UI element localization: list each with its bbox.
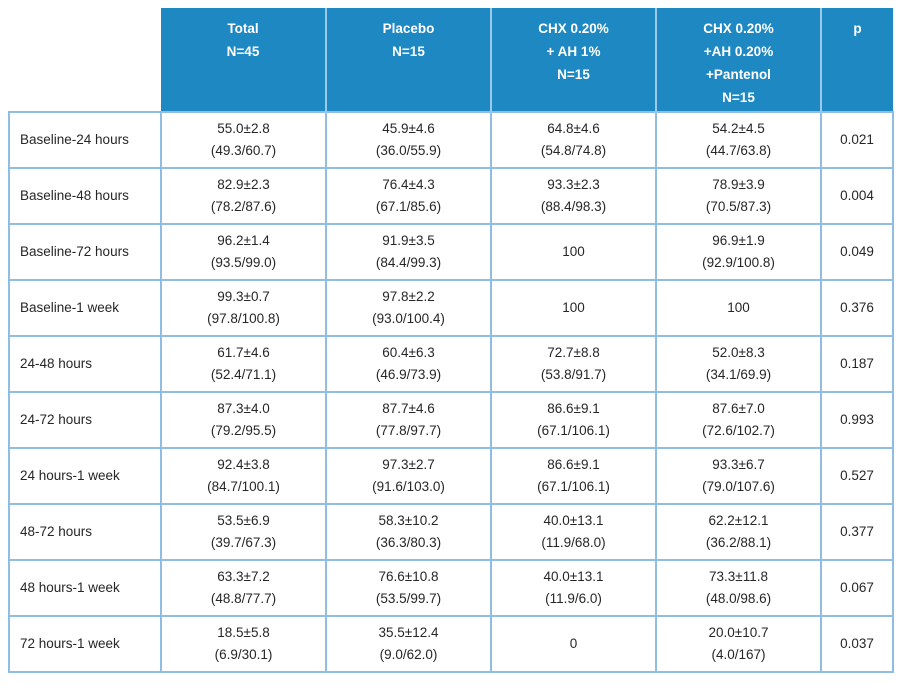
cell-chx-ah020-pantenol: 62.2±12.1 (36.2/88.1)	[655, 502, 822, 561]
row-label: Baseline-72 hours	[8, 222, 162, 281]
cell-p-value: 0.527	[820, 446, 894, 505]
table-header: Total N=45 Placebo N=15 CHX 0.20% + AH 1…	[9, 8, 893, 112]
cell-placebo: 35.5±12.4 (9.0/62.0)	[325, 614, 492, 673]
cell-chx-ah1: 86.6±9.1 (67.1/106.1)	[490, 446, 657, 505]
cell-total: 99.3±0.7 (97.8/100.8)	[160, 278, 327, 337]
header-row: Total N=45 Placebo N=15 CHX 0.20% + AH 1…	[9, 8, 893, 112]
cell-total: 96.2±1.4 (93.5/99.0)	[160, 222, 327, 281]
table-row: 24-48 hours 61.7±4.6 (52.4/71.1) 60.4±6.…	[8, 334, 894, 393]
column-header-blank	[9, 8, 161, 112]
cell-p-value: 0.187	[820, 334, 894, 393]
cell-chx-ah1: 0	[490, 614, 657, 673]
cell-chx-ah1: 100	[490, 222, 657, 281]
row-label: 24-48 hours	[8, 334, 162, 393]
table-row: 24 hours-1 week 92.4±3.8 (84.7/100.1) 97…	[8, 446, 894, 505]
cell-p-value: 0.037	[820, 614, 894, 673]
cell-chx-ah020-pantenol: 96.9±1.9 (92.9/100.8)	[655, 222, 822, 281]
cell-chx-ah1: 40.0±13.1 (11.9/68.0)	[490, 502, 657, 561]
column-header-placebo: Placebo N=15	[325, 8, 491, 112]
cell-chx-ah020-pantenol: 52.0±8.3 (34.1/69.9)	[655, 334, 822, 393]
cell-chx-ah020-pantenol: 100	[655, 278, 822, 337]
cell-placebo: 58.3±10.2 (36.3/80.3)	[325, 502, 492, 561]
cell-p-value: 0.993	[820, 390, 894, 449]
cell-chx-ah020-pantenol: 54.2±4.5 (44.7/63.8)	[655, 110, 822, 169]
cell-chx-ah020-pantenol: 73.3±11.8 (48.0/98.6)	[655, 558, 822, 617]
cell-placebo: 87.7±4.6 (77.8/97.7)	[325, 390, 492, 449]
cell-p-value: 0.377	[820, 502, 894, 561]
cell-placebo: 97.8±2.2 (93.0/100.4)	[325, 278, 492, 337]
results-table: Total N=45 Placebo N=15 CHX 0.20% + AH 1…	[8, 8, 894, 673]
cell-total: 61.7±4.6 (52.4/71.1)	[160, 334, 327, 393]
table-row: 48-72 hours 53.5±6.9 (39.7/67.3) 58.3±10…	[8, 502, 894, 561]
cell-chx-ah020-pantenol: 20.0±10.7 (4.0/167)	[655, 614, 822, 673]
row-label: 24 hours-1 week	[8, 446, 162, 505]
table-row: Baseline-48 hours 82.9±2.3 (78.2/87.6) 7…	[8, 166, 894, 225]
table-row: 72 hours-1 week 18.5±5.8 (6.9/30.1) 35.5…	[8, 614, 894, 673]
cell-placebo: 45.9±4.6 (36.0/55.9)	[325, 110, 492, 169]
cell-chx-ah020-pantenol: 87.6±7.0 (72.6/102.7)	[655, 390, 822, 449]
row-label: 24-72 hours	[8, 390, 162, 449]
cell-placebo: 97.3±2.7 (91.6/103.0)	[325, 446, 492, 505]
row-label: 48 hours-1 week	[8, 558, 162, 617]
cell-chx-ah1: 40.0±13.1 (11.9/6.0)	[490, 558, 657, 617]
column-header-chx-ah020-pantenol: CHX 0.20% +AH 0.20% +Pantenol N=15	[655, 8, 821, 112]
row-label: 72 hours-1 week	[8, 614, 162, 673]
cell-chx-ah020-pantenol: 93.3±6.7 (79.0/107.6)	[655, 446, 822, 505]
row-label: Baseline-24 hours	[8, 110, 162, 169]
row-label: Baseline-48 hours	[8, 166, 162, 225]
column-header-total: Total N=45	[161, 8, 326, 112]
cell-placebo: 60.4±6.3 (46.9/73.9)	[325, 334, 492, 393]
cell-total: 55.0±2.8 (49.3/60.7)	[160, 110, 327, 169]
cell-total: 53.5±6.9 (39.7/67.3)	[160, 502, 327, 561]
table-row: 24-72 hours 87.3±4.0 (79.2/95.5) 87.7±4.…	[8, 390, 894, 449]
cell-chx-ah1: 93.3±2.3 (88.4/98.3)	[490, 166, 657, 225]
table-row: Baseline-1 week 99.3±0.7 (97.8/100.8) 97…	[8, 278, 894, 337]
cell-chx-ah1: 64.8±4.6 (54.8/74.8)	[490, 110, 657, 169]
column-header-chx-ah1: CHX 0.20% + AH 1% N=15	[490, 8, 656, 112]
cell-chx-ah020-pantenol: 78.9±3.9 (70.5/87.3)	[655, 166, 822, 225]
cell-placebo: 76.4±4.3 (67.1/85.6)	[325, 166, 492, 225]
table-body: Baseline-24 hours 55.0±2.8 (49.3/60.7) 4…	[8, 110, 894, 673]
cell-p-value: 0.021	[820, 110, 894, 169]
cell-chx-ah1: 86.6±9.1 (67.1/106.1)	[490, 390, 657, 449]
cell-chx-ah1: 100	[490, 278, 657, 337]
cell-p-value: 0.004	[820, 166, 894, 225]
table-row: 48 hours-1 week 63.3±7.2 (48.8/77.7) 76.…	[8, 558, 894, 617]
row-label: 48-72 hours	[8, 502, 162, 561]
table-row: Baseline-24 hours 55.0±2.8 (49.3/60.7) 4…	[8, 110, 894, 169]
cell-total: 18.5±5.8 (6.9/30.1)	[160, 614, 327, 673]
cell-placebo: 91.9±3.5 (84.4/99.3)	[325, 222, 492, 281]
cell-total: 87.3±4.0 (79.2/95.5)	[160, 390, 327, 449]
cell-total: 82.9±2.3 (78.2/87.6)	[160, 166, 327, 225]
column-header-p: p	[820, 8, 893, 112]
cell-p-value: 0.067	[820, 558, 894, 617]
cell-placebo: 76.6±10.8 (53.5/99.7)	[325, 558, 492, 617]
cell-chx-ah1: 72.7±8.8 (53.8/91.7)	[490, 334, 657, 393]
table-row: Baseline-72 hours 96.2±1.4 (93.5/99.0) 9…	[8, 222, 894, 281]
row-label: Baseline-1 week	[8, 278, 162, 337]
cell-total: 63.3±7.2 (48.8/77.7)	[160, 558, 327, 617]
cell-total: 92.4±3.8 (84.7/100.1)	[160, 446, 327, 505]
cell-p-value: 0.376	[820, 278, 894, 337]
cell-p-value: 0.049	[820, 222, 894, 281]
